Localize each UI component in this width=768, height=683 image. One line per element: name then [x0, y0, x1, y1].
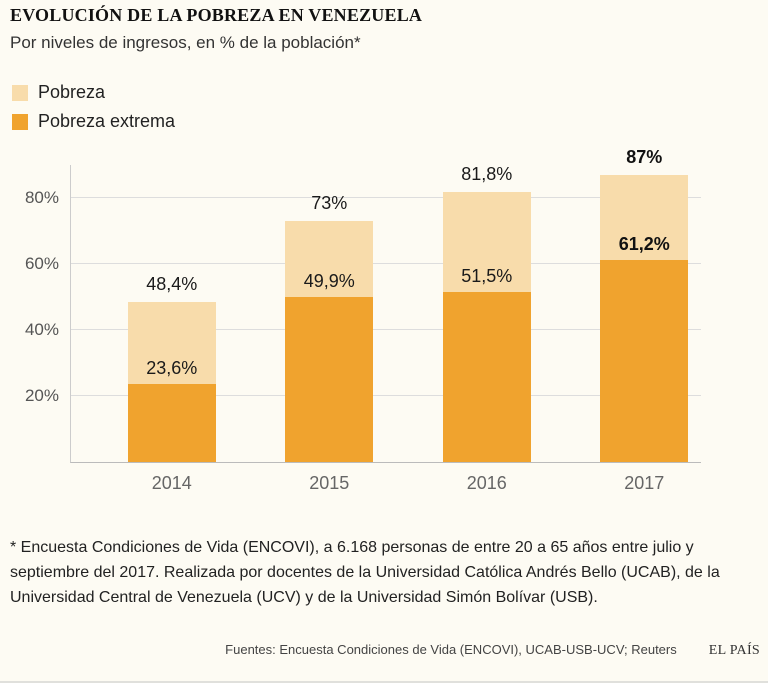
- chart-title: EVOLUCIÓN DE LA POBREZA EN VENEZUELA: [10, 5, 423, 25]
- bar-segment-pobreza-extrema: [600, 260, 689, 462]
- total-value-label: 87%: [626, 146, 663, 167]
- x-axis-label: 2015: [309, 473, 350, 493]
- bottom-divider: [0, 681, 768, 683]
- x-axis-label: 2016: [466, 473, 507, 493]
- extreme-value-label: 49,9%: [303, 271, 355, 292]
- gridline: [71, 395, 701, 396]
- y-axis-tick-label: 20%: [24, 386, 59, 405]
- total-value-label: 73%: [311, 193, 348, 214]
- y-axis-tick-label: 60%: [24, 254, 59, 273]
- bar-segment-pobreza: [600, 174, 689, 261]
- legend-label-pobreza: Pobreza: [38, 82, 106, 102]
- brand-logo: EL PAÍS: [708, 643, 760, 658]
- bar-segment-pobreza-extrema: [442, 292, 531, 462]
- gridline: [71, 263, 701, 264]
- legend-swatch-pobreza-extrema: [12, 113, 28, 130]
- legend-label-pobreza-extrema: Pobreza extrema: [38, 111, 176, 131]
- legend-item-pobreza-extrema: Pobreza extrema: [12, 111, 175, 132]
- source-line: Fuentes: Encuesta Condiciones de Vida (E…: [0, 642, 760, 659]
- bar-segment-pobreza: [127, 302, 216, 385]
- extreme-value-label: 61,2%: [618, 234, 670, 255]
- extreme-value-label: 51,5%: [461, 266, 513, 287]
- total-value-label: 48,4%: [146, 274, 198, 295]
- gridline: [71, 197, 701, 198]
- bar-segment-pobreza: [442, 192, 531, 293]
- chart-subtitle: Por niveles de ingresos, en % de la pobl…: [10, 33, 361, 52]
- bar-segment-pobreza-extrema: [285, 297, 374, 462]
- footnote: * Encuesta Condiciones de Vida (ENCOVI),…: [10, 539, 720, 606]
- x-axis-label: 2014: [151, 473, 192, 493]
- x-axis-label: 2017: [624, 473, 665, 493]
- gridline: [71, 329, 701, 330]
- legend-item-pobreza: Pobreza: [12, 82, 175, 103]
- bar-segment-pobreza: [285, 221, 374, 298]
- chart-legend: Pobreza Pobreza extrema: [12, 82, 175, 140]
- bar-segment-pobreza-extrema: [127, 384, 216, 462]
- sources-text: Fuentes: Encuesta Condiciones de Vida (E…: [225, 642, 677, 657]
- y-axis-tick-label: 40%: [24, 320, 59, 339]
- y-axis-tick-label: 80%: [24, 188, 59, 207]
- extreme-value-label: 23,6%: [146, 358, 198, 379]
- total-value-label: 81,8%: [461, 164, 513, 185]
- legend-swatch-pobreza: [12, 84, 28, 101]
- plot-area: 20% 40% 60% 80% 48,4% 23,6% 2014 73% 49,9% 2015 81…: [25, 147, 701, 493]
